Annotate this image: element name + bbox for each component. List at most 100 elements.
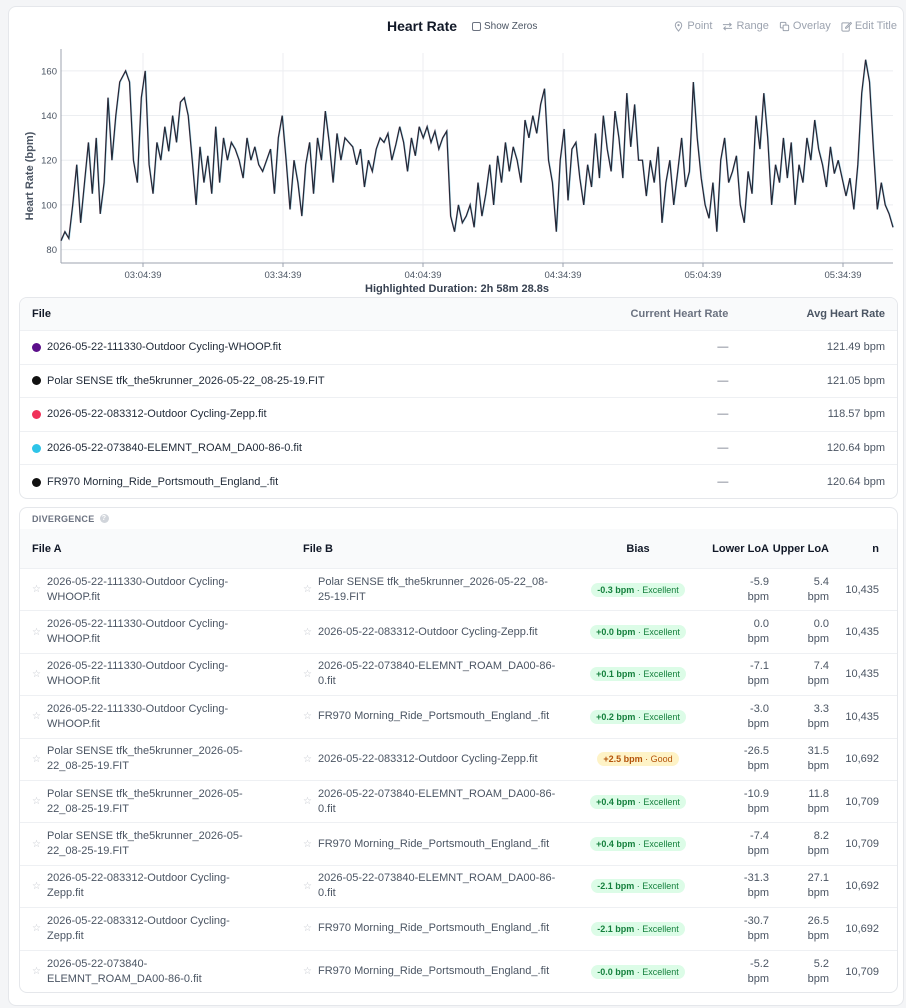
star-icon[interactable]: ☆	[303, 966, 312, 978]
star-icon[interactable]: ☆	[303, 753, 312, 765]
divergence-row[interactable]: ☆ 2026-05-22-111330-Outdoor Cycling-WHOO…	[20, 611, 897, 654]
y-tick-label: 120	[41, 156, 57, 167]
y-tick-label: 140	[41, 111, 57, 122]
lower-loa-value: -30.7 bpm	[703, 914, 769, 944]
star-icon[interactable]: ☆	[32, 923, 41, 935]
x-tick-label: 03:04:39	[125, 270, 162, 281]
bias-badge: +0.4 bpm · Excellent	[590, 837, 686, 852]
star-icon[interactable]: ☆	[303, 584, 312, 596]
lower-loa-column-header[interactable]: Lower LoA	[712, 542, 769, 555]
bias-quality: Excellent	[642, 966, 679, 977]
divergence-row[interactable]: ☆ 2026-05-22-083312-Outdoor Cycling-Zepp…	[20, 908, 897, 951]
bias-value: -0.3 bpm	[597, 584, 635, 595]
divergence-row[interactable]: ☆ 2026-05-22-111330-Outdoor Cycling-WHOO…	[20, 569, 897, 612]
lower-loa-value: -5.9 bpm	[703, 575, 769, 605]
y-axis-label: Heart Rate (bpm)	[24, 131, 36, 220]
star-icon[interactable]: ☆	[303, 668, 312, 680]
bias-quality: Excellent	[643, 669, 680, 680]
divergence-row[interactable]: ☆ Polar SENSE tfk_the5krunner_2026-05-22…	[20, 739, 897, 781]
file-a-name: 2026-05-22-073840-ELEMNT_ROAM_DA00-86-0.…	[47, 957, 202, 985]
upper-loa-column-header[interactable]: Upper LoA	[772, 542, 829, 555]
star-icon[interactable]: ☆	[32, 838, 41, 850]
file-b-name: 2026-05-22-073840-ELEMNT_ROAM_DA00-86-0.…	[318, 872, 556, 900]
divergence-row[interactable]: ☆ Polar SENSE tfk_the5krunner_2026-05-22…	[20, 781, 897, 824]
file-row[interactable]: 2026-05-22-111330-Outdoor Cycling-WHOOP.…	[20, 331, 897, 365]
n-value: 10,692	[845, 922, 879, 935]
star-icon[interactable]: ☆	[303, 923, 312, 935]
star-icon[interactable]: ☆	[303, 880, 312, 892]
file-row[interactable]: 2026-05-22-083312-Outdoor Cycling-Zepp.f…	[20, 398, 897, 432]
upper-loa-value: 8.2 bpm	[769, 829, 829, 859]
bias-cell: +0.1 bpm · Excellent	[573, 667, 703, 682]
file-row[interactable]: 2026-05-22-073840-ELEMNT_ROAM_DA00-86-0.…	[20, 432, 897, 466]
star-icon[interactable]: ☆	[32, 880, 41, 892]
file-a-name: 2026-05-22-083312-Outdoor Cycling-Zepp.f…	[47, 914, 230, 942]
arrows-horizontal-icon	[723, 21, 733, 31]
star-icon[interactable]: ☆	[303, 838, 312, 850]
edit-title-button[interactable]: Edit Title	[841, 20, 897, 32]
n-value: 10,435	[845, 583, 879, 596]
divergence-row[interactable]: ☆ 2026-05-22-111330-Outdoor Cycling-WHOO…	[20, 654, 897, 697]
divergence-row[interactable]: ☆ 2026-05-22-073840-ELEMNT_ROAM_DA00-86-…	[20, 951, 897, 992]
upper-loa-text: 5.4 bpm	[807, 575, 829, 603]
n-value: 10,435	[845, 626, 879, 639]
file-row[interactable]: Polar SENSE tfk_the5krunner_2026-05-22_0…	[20, 365, 897, 399]
overlay-tool-button[interactable]: Overlay	[779, 20, 831, 32]
bias-cell: -2.1 bpm · Excellent	[573, 921, 703, 936]
current-hr-value: —	[717, 374, 729, 387]
show-zeros-checkbox[interactable]	[472, 22, 481, 31]
point-tool-button[interactable]: Point	[673, 20, 712, 32]
chart-header: Heart Rate Show Zeros Point Range Overla…	[9, 7, 905, 45]
bias-value: +2.5 bpm	[603, 754, 643, 765]
file-column-header[interactable]: File	[32, 308, 51, 320]
copy-icon	[779, 21, 790, 31]
bias-badge: -0.3 bpm · Excellent	[591, 582, 685, 597]
info-icon[interactable]: ?	[99, 514, 109, 523]
file-b-name: FR970 Morning_Ride_Portsmouth_England_.f…	[318, 710, 550, 723]
star-icon[interactable]: ☆	[303, 796, 312, 808]
bias-column-header[interactable]: Bias	[626, 542, 650, 555]
highlighted-duration: Highlighted Duration: 2h 58m 28.8s	[365, 283, 549, 295]
heart-rate-chart[interactable]: 80 100 120 140 160 03:04:39 03:34:39 04:04:39 04…	[9, 43, 905, 281]
file-b-name: 2026-05-22-073840-ELEMNT_ROAM_DA00-86-0.…	[318, 660, 556, 688]
chart-axes: 80 100 120 140 160 03:04:39 03:34:39 04:04:39 04…	[41, 49, 893, 281]
x-tick-label: 05:04:39	[685, 270, 722, 281]
bias-badge: +0.0 bpm · Excellent	[590, 625, 686, 640]
lower-loa-text: -31.3 bpm	[743, 872, 769, 900]
star-icon[interactable]: ☆	[32, 711, 41, 723]
file-row[interactable]: FR970 Morning_Ride_Portsmouth_England_.f…	[20, 465, 897, 498]
divergence-row[interactable]: ☆ Polar SENSE tfk_the5krunner_2026-05-22…	[20, 823, 897, 866]
file-b-cell: ☆ FR970 Morning_Ride_Portsmouth_England_…	[303, 709, 573, 724]
n-column-header[interactable]: n	[872, 542, 879, 555]
file-name-cell: FR970 Morning_Ride_Portsmouth_England_.f…	[20, 476, 539, 488]
star-icon[interactable]: ☆	[32, 753, 41, 765]
star-icon[interactable]: ☆	[32, 584, 41, 596]
range-tool-button[interactable]: Range	[722, 20, 769, 32]
avg-hr-column-header[interactable]: Avg Heart Rate	[806, 308, 885, 320]
series-color-dot	[32, 376, 41, 386]
bias-badge: +0.4 bpm · Excellent	[590, 794, 686, 809]
n-value: 10,435	[845, 710, 879, 723]
star-icon[interactable]: ☆	[32, 626, 41, 638]
divergence-row[interactable]: ☆ 2026-05-22-111330-Outdoor Cycling-WHOO…	[20, 696, 897, 739]
star-icon[interactable]: ☆	[32, 966, 41, 978]
file-a-cell: ☆ 2026-05-22-083312-Outdoor Cycling-Zepp…	[20, 871, 303, 901]
bias-value: +0.1 bpm	[596, 669, 636, 680]
star-icon[interactable]: ☆	[303, 626, 312, 638]
star-icon[interactable]: ☆	[303, 711, 312, 723]
range-tool-label: Range	[736, 20, 769, 32]
divergence-row[interactable]: ☆ 2026-05-22-083312-Outdoor Cycling-Zepp…	[20, 866, 897, 909]
file-table-header: File Current Heart Rate Avg Heart Rate	[20, 298, 897, 331]
star-icon[interactable]: ☆	[32, 796, 41, 808]
bias-cell: +0.4 bpm · Excellent	[573, 837, 703, 852]
current-hr-column-header[interactable]: Current Heart Rate	[630, 308, 729, 320]
file-a-cell: ☆ Polar SENSE tfk_the5krunner_2026-05-22…	[20, 787, 303, 817]
lower-loa-value: -26.5 bpm	[703, 744, 769, 774]
star-icon[interactable]: ☆	[32, 668, 41, 680]
show-zeros-toggle[interactable]: Show Zeros	[472, 21, 537, 32]
bias-value: +0.4 bpm	[596, 796, 636, 807]
file-a-column-header[interactable]: File A	[32, 542, 62, 555]
y-tick-label: 100	[41, 200, 57, 211]
lower-loa-value: -10.9 bpm	[703, 787, 769, 817]
file-b-column-header[interactable]: File B	[303, 542, 333, 555]
